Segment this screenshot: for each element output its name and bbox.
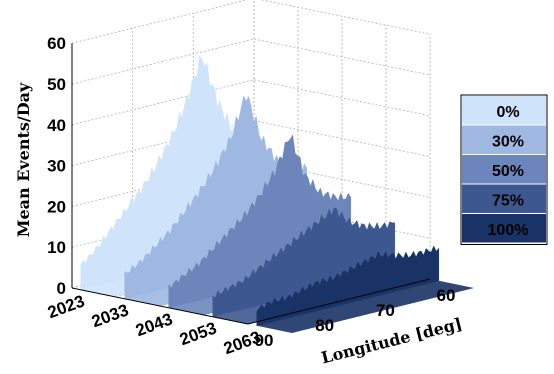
legend-label: 30% <box>492 133 524 150</box>
z-axis-title: Mean Events/Day <box>14 82 33 237</box>
lon-tick-label: 70 <box>376 301 395 320</box>
series-surface <box>256 245 440 327</box>
z-tick-label: 0 <box>57 279 66 298</box>
legend-label: 50% <box>492 163 524 180</box>
legend: 0% 30% 50% 75% 100% <box>460 94 548 245</box>
x-axis-title: Longitude [deg] <box>319 314 464 367</box>
lon-axis-line <box>247 278 431 325</box>
grid-line <box>253 120 431 157</box>
lon-tick-label: 60 <box>437 286 456 305</box>
legend-swatch <box>462 155 546 184</box>
legend-swatch <box>462 184 546 213</box>
lon-tick-label: 90 <box>255 331 274 350</box>
legend-label: 75% <box>492 192 524 209</box>
year-tick-label: 2023 <box>45 291 87 322</box>
z-tick-label: 40 <box>47 116 66 135</box>
z-tick-label: 20 <box>47 197 66 216</box>
z-tick-label: 50 <box>47 75 66 94</box>
z-tick-label: 30 <box>47 157 66 176</box>
grid-line <box>260 0 431 35</box>
year-tick-label: 2043 <box>133 309 175 340</box>
series-layer <box>80 55 474 333</box>
year-tick-label: 2033 <box>89 300 131 331</box>
legend-label: 0% <box>496 104 519 121</box>
grid-line <box>71 0 249 44</box>
legend-swatch <box>462 125 546 154</box>
series-surface <box>212 207 396 318</box>
year-tick-label: 2053 <box>177 318 219 349</box>
legend-swatch <box>462 96 546 125</box>
legend-label: 100% <box>488 222 529 239</box>
grid-line <box>71 38 255 85</box>
z-tick-label: 60 <box>47 34 66 53</box>
grid-line <box>253 79 431 117</box>
series-floor <box>256 280 474 333</box>
legend-swatch <box>462 214 546 243</box>
lon-tick-label: 80 <box>315 316 334 335</box>
year-axis-line <box>71 287 249 325</box>
grid-line <box>71 79 255 126</box>
z-tick-label: 10 <box>47 238 66 257</box>
